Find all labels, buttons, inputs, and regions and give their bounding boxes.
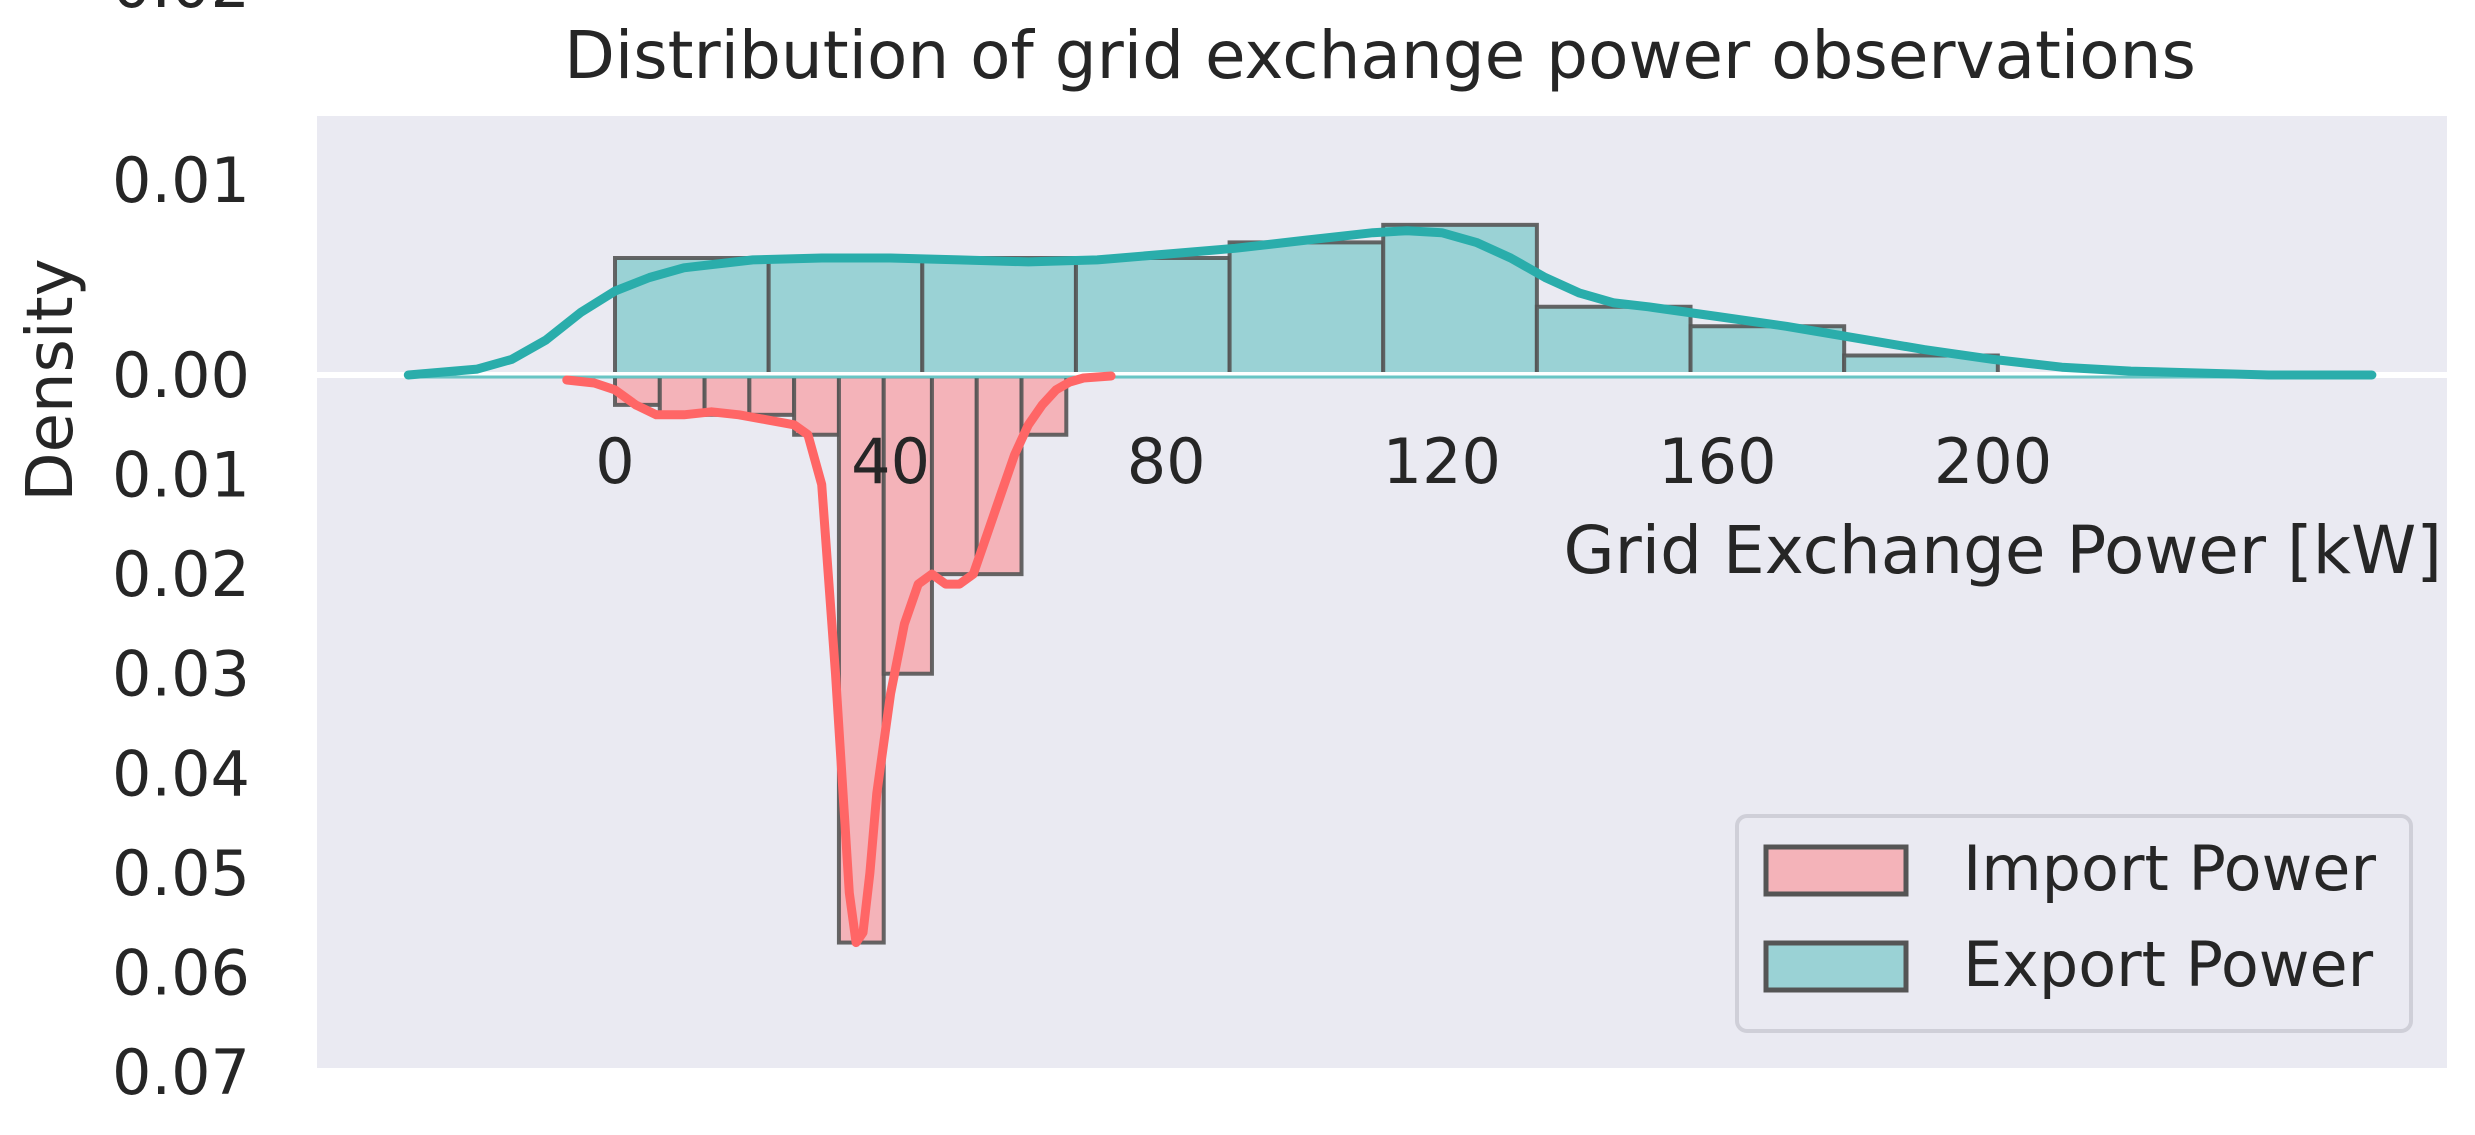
- x-axis-label: Grid Exchange Power [kW]: [1564, 512, 2442, 589]
- export-bar-0: [613, 256, 771, 377]
- y-tick-label: 0.02: [112, 538, 250, 611]
- legend: Import Power Export Power: [1735, 814, 2413, 1033]
- import-kde-curve: [562, 371, 1116, 948]
- y-tick-label: 0.04: [112, 737, 250, 810]
- export-kde-curve: [403, 226, 2377, 380]
- y-tick-label: 0.00: [112, 339, 250, 412]
- y-tick-label: 0.02: [112, 0, 250, 22]
- export-bar-2: [920, 256, 1078, 377]
- export-bar-4: [1227, 240, 1386, 377]
- export-bar-5: [1381, 222, 1539, 377]
- import-bar-7: [929, 373, 979, 577]
- export-bar-1: [766, 256, 925, 377]
- y-tick-label: 0.01: [112, 439, 250, 512]
- import-bar-3: [747, 373, 797, 417]
- export-histogram: [613, 222, 2000, 377]
- y-tick-label: 0.06: [112, 936, 250, 1009]
- legend-label-import: Import Power: [1963, 832, 2376, 905]
- legend-swatch-export: [1763, 940, 1909, 993]
- y-tick-label: 0.07: [112, 1036, 250, 1109]
- y-axis-ticks: 0.02 0.01 0.00 0.01 0.02 0.03 0.04 0.05 0.06 0.07: [112, 0, 250, 1109]
- legend-label-export: Export Power: [1963, 928, 2374, 1001]
- x-tick-label: 200: [1934, 425, 2052, 498]
- x-tick-label: 120: [1383, 425, 1501, 498]
- kde-curves: [403, 226, 2377, 948]
- x-tick-label: 80: [1127, 425, 1206, 498]
- x-tick-label: 40: [851, 425, 930, 498]
- export-bar-6: [1534, 304, 1693, 377]
- import-bar-8: [974, 373, 1024, 577]
- y-tick-label: 0.05: [112, 837, 250, 910]
- legend-swatch-import: [1763, 844, 1909, 897]
- x-axis-ticks: 0 40 80 120 160 200: [595, 425, 2052, 498]
- y-axis-label: Density: [14, 258, 88, 501]
- y-tick-label: 0.01: [112, 144, 250, 217]
- x-tick-label: 0: [595, 425, 634, 498]
- x-tick-label: 160: [1658, 425, 1776, 498]
- y-tick-label: 0.03: [112, 638, 250, 711]
- chart-title: Distribution of grid exchange power obse…: [564, 17, 2196, 94]
- export-bar-3: [1073, 256, 1232, 377]
